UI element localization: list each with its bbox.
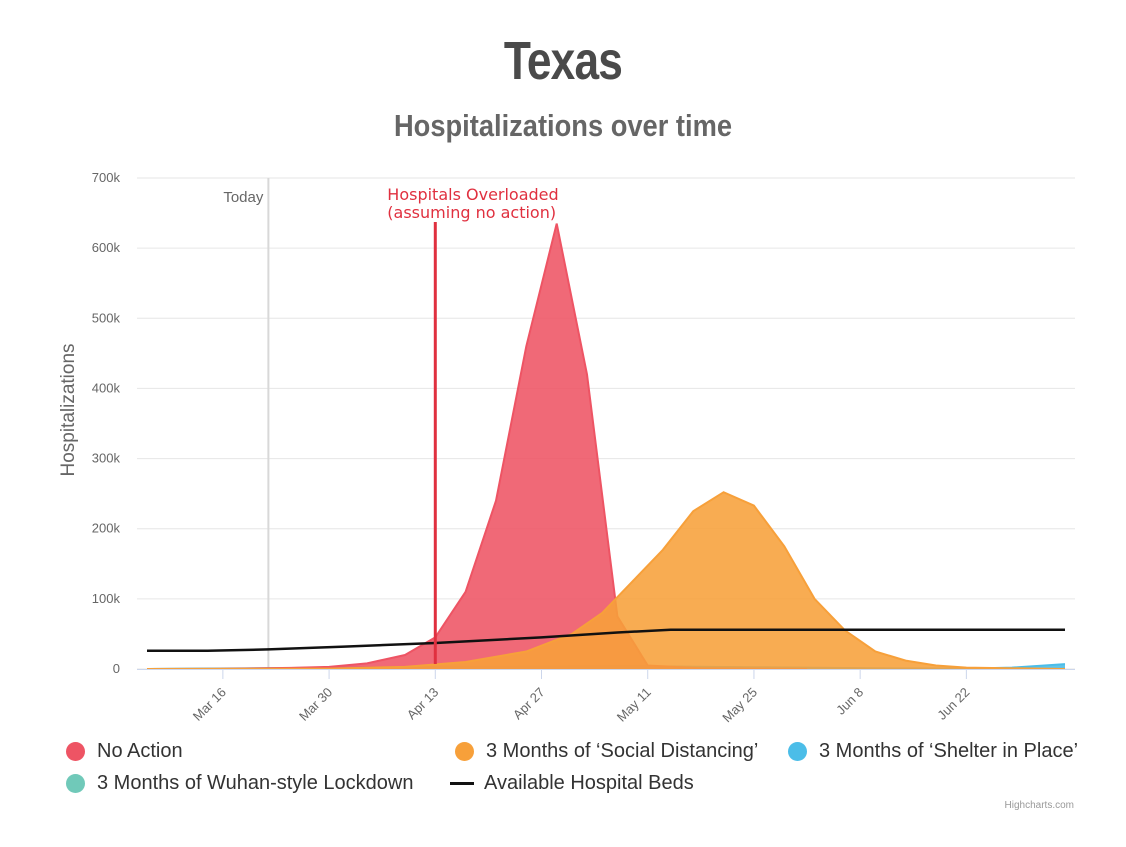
x-tick-label: May 25	[719, 685, 760, 726]
series-outline	[146, 491, 1066, 670]
chart-title: Texas	[503, 31, 623, 91]
legend-label: Available Hospital Beds	[484, 772, 694, 794]
y-tick-label: 0	[113, 661, 120, 676]
legend-symbol	[66, 742, 85, 761]
y-tick-label: 200k	[92, 521, 121, 536]
x-tick-label: May 11	[614, 685, 654, 725]
legend-label: No Action	[97, 740, 183, 762]
series-area	[147, 492, 1065, 669]
legend-item[interactable]: 3 Months of ‘Social Distancing’	[455, 740, 758, 763]
x-tick-label: Mar 30	[296, 685, 335, 724]
x-tick-label: Apr 27	[510, 685, 548, 723]
x-tick-label: Jun 22	[934, 685, 972, 723]
series-area	[147, 223, 807, 669]
plot-lines-front: Hospitals Overloaded(assuming no action)	[387, 185, 559, 664]
overloaded-label: (assuming no action)	[387, 203, 556, 222]
chart-subtitle: Hospitalizations over time	[393, 108, 733, 143]
legend-symbol	[450, 782, 474, 785]
x-axis: Mar 16 Mar 30 Apr 13 Apr 27 May 11 May 25 Jun …	[137, 669, 1075, 725]
y-tick-label: 400k	[92, 380, 121, 395]
series-layer	[146, 223, 1066, 670]
legend-item[interactable]: No Action	[66, 740, 183, 763]
legend-symbol	[455, 742, 474, 761]
plot-lines: Today	[223, 178, 270, 669]
x-tick-label: Jun 8	[833, 685, 866, 718]
y-axis: 0 100k 200k 300k 400k 500k 600k 700k	[92, 170, 121, 676]
legend-item[interactable]: Available Hospital Beds	[450, 772, 694, 795]
legend-item[interactable]: 3 Months of ‘Shelter in Place’	[788, 740, 1078, 763]
x-tick-label: Apr 13	[404, 685, 442, 723]
legend-item[interactable]: 3 Months of Wuhan-style Lockdown	[66, 772, 413, 795]
y-tick-label: 700k	[92, 170, 121, 185]
today-label: Today	[223, 189, 264, 206]
legend-label: 3 Months of Wuhan-style Lockdown	[97, 772, 414, 794]
y-tick-label: 300k	[92, 451, 121, 466]
legend-symbol	[66, 774, 85, 793]
legend-label: 3 Months of ‘Social Distancing’	[486, 740, 759, 762]
y-tick-label: 500k	[92, 310, 121, 325]
y-axis-title: Hospitalizations	[58, 343, 79, 476]
overloaded-label: Hospitals Overloaded	[387, 185, 558, 204]
y-tick-label: 100k	[92, 591, 121, 606]
x-tick-label: Mar 16	[190, 685, 229, 724]
legend-label: 3 Months of ‘Shelter in Place’	[819, 740, 1079, 762]
legend-symbol	[788, 742, 807, 761]
credits-link[interactable]: Highcharts.com	[1004, 800, 1074, 811]
y-tick-label: 600k	[92, 240, 121, 255]
